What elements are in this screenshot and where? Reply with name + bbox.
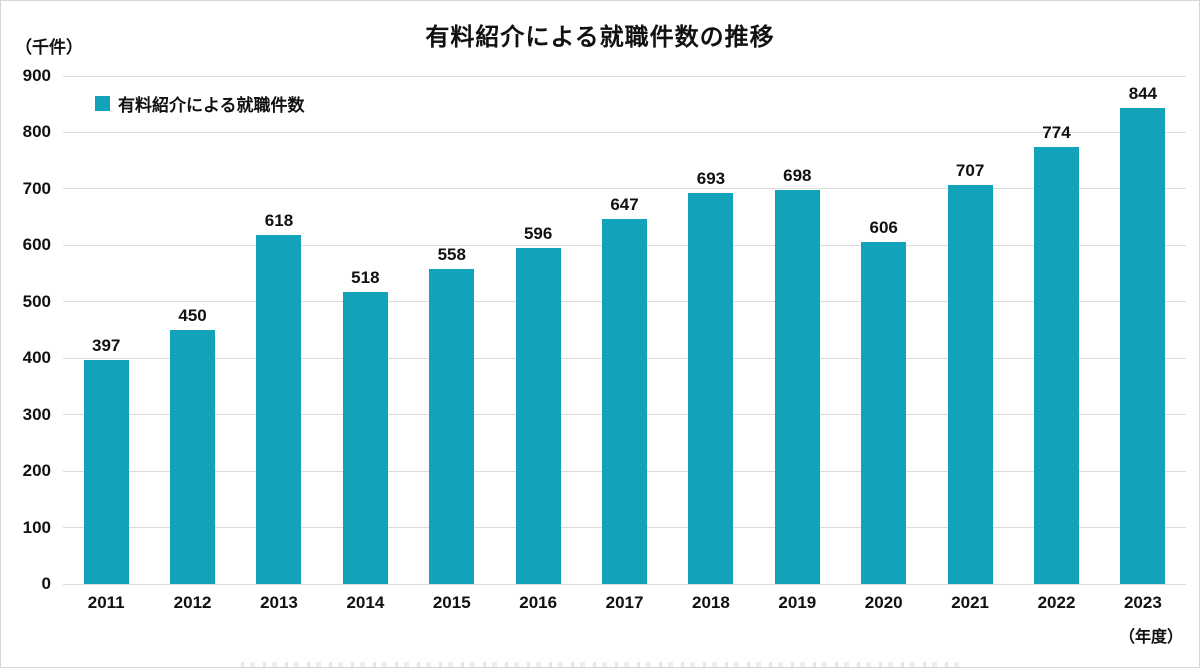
bar-2020 <box>861 241 907 584</box>
bar-slot-2018: 693 <box>668 76 754 584</box>
bar-slot-2011: 397 <box>63 76 149 584</box>
y-tick-label: 900 <box>22 66 51 85</box>
y-tick-label: 0 <box>41 574 51 593</box>
bar-2019 <box>774 190 820 584</box>
x-tick-label-2019: 2019 <box>778 593 817 612</box>
bar-2017 <box>602 218 648 584</box>
bar-value-label: 698 <box>783 166 812 186</box>
gridline-900 <box>63 75 1186 77</box>
bar-2014 <box>342 291 388 584</box>
x-tick-label-2022: 2022 <box>1037 593 1076 612</box>
bar-2012 <box>170 330 216 584</box>
bar-slot-2014: 518 <box>322 76 408 584</box>
bar-value-label: 606 <box>869 217 898 237</box>
bar-2018 <box>688 192 734 584</box>
bar-slot-2021: 707 <box>927 76 1013 584</box>
bar-slot-2012: 450 <box>149 76 235 584</box>
plot-area: 397 450 618 518 558 596 647 693 698 606 707 774 844 <box>63 75 1186 585</box>
bar-value-label: 693 <box>696 168 726 188</box>
bar-value-label: 450 <box>178 306 207 325</box>
bar-slot-2017: 647 <box>581 76 667 584</box>
bar-2013 <box>256 235 302 584</box>
x-tick-label-2020: 2020 <box>864 593 903 612</box>
bar-value-label: 518 <box>351 267 380 287</box>
x-axis-labels: 2011 2012 2013 2014 2015 2016 2017 2018 2019 2020… <box>63 593 1186 613</box>
x-tick-label-2011: 2011 <box>87 593 125 612</box>
bar-value-label: 618 <box>264 211 294 231</box>
bars-row: 397 450 618 518 558 596 647 693 698 606 707 774 844 <box>63 76 1186 584</box>
y-tick-label: 300 <box>22 404 51 424</box>
bar-2015 <box>429 269 475 584</box>
bar-value-label: 596 <box>523 223 553 243</box>
bar-slot-2015: 558 <box>409 76 495 584</box>
y-tick-label: 600 <box>22 235 51 255</box>
x-tick-label-2014: 2014 <box>346 593 385 612</box>
legend-label: 有料紹介による就職件数 <box>118 96 305 115</box>
x-tick-label-2012: 2012 <box>173 593 212 612</box>
bar-value-label: 844 <box>1128 83 1158 103</box>
bar-value-label: 707 <box>955 160 985 180</box>
bar-slot-2016: 596 <box>495 76 581 584</box>
gridline-700 <box>63 188 1186 190</box>
x-tick-label-2023: 2023 <box>1123 593 1162 612</box>
cropped-footer-text-sliver <box>241 662 959 667</box>
x-tick-label-2021: 2021 <box>951 593 990 612</box>
gridline-800 <box>63 131 1186 133</box>
bar-slot-2013: 618 <box>236 76 322 584</box>
bar-2023 <box>1120 107 1166 584</box>
y-tick-label: 700 <box>22 178 51 198</box>
bar-2011 <box>83 359 129 584</box>
y-axis-unit-label: （千件） <box>15 38 83 57</box>
bar-2022 <box>1033 147 1079 584</box>
gridline-0 <box>63 583 1186 585</box>
y-tick-label: 100 <box>22 517 51 537</box>
bar-2016 <box>515 247 561 584</box>
bar-value-label: 558 <box>437 245 466 265</box>
x-tick-label-2018: 2018 <box>692 593 730 612</box>
legend-swatch-icon <box>95 96 110 111</box>
bar-2021 <box>947 184 993 584</box>
legend: 有料紹介による就職件数 <box>95 91 305 116</box>
bar-slot-2019: 698 <box>754 76 840 584</box>
bar-slot-2023: 844 <box>1100 76 1186 584</box>
bar-slot-2020: 606 <box>841 76 927 584</box>
bar-value-label: 774 <box>1042 123 1071 143</box>
bar-slot-2022: 774 <box>1013 76 1099 584</box>
y-tick-label: 200 <box>22 461 51 481</box>
y-tick-label: 400 <box>22 348 51 368</box>
bar-value-label: 397 <box>92 335 121 355</box>
y-tick-label: 500 <box>22 291 51 311</box>
x-tick-label-2013: 2013 <box>260 593 298 612</box>
x-tick-label-2017: 2017 <box>605 593 644 612</box>
x-axis-unit-label: （年度） <box>1118 629 1183 646</box>
x-tick-label-2016: 2016 <box>519 593 558 612</box>
bar-value-label: 647 <box>610 194 639 214</box>
chart-title: 有料紹介による就職件数の推移 <box>425 24 775 51</box>
y-axis-labels: 0 100 200 300 400 500 600 700 800 900 <box>7 66 51 593</box>
y-tick-label: 800 <box>22 122 51 142</box>
x-tick-label-2015: 2015 <box>432 593 471 612</box>
